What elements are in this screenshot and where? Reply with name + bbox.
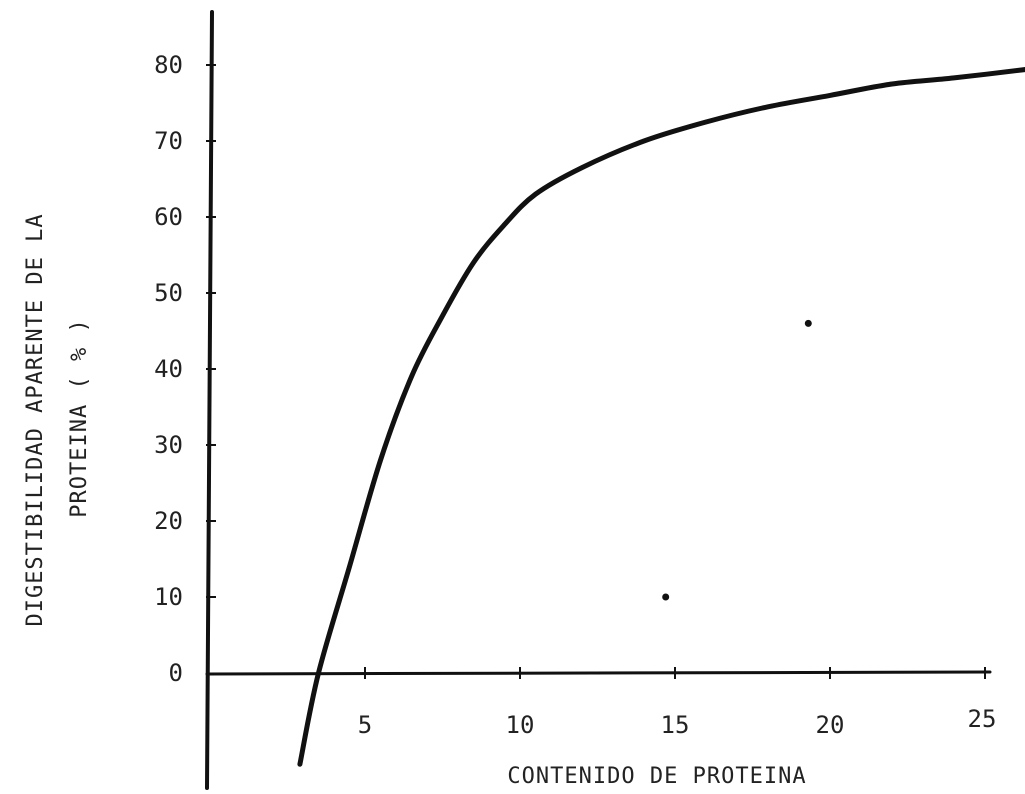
stray-point (804, 319, 812, 327)
x-tick-label: 20 (816, 711, 845, 739)
y-tick-label: 60 (154, 203, 183, 231)
y-axis-title-line-1: DIGESTIBILIDAD APARENTE DE LA (23, 213, 48, 626)
y-tick-label: 40 (154, 355, 183, 383)
tick-labels: 5 10 15 20 25 0 10 20 30 40 50 60 70 80 (154, 51, 996, 739)
x-tick-label: 5 (358, 711, 372, 739)
series (297, 67, 1025, 767)
y-tick-label: 20 (154, 507, 183, 535)
x-tick-label: 15 (661, 711, 690, 739)
axes (205, 10, 992, 790)
y-tick-label: 50 (154, 279, 183, 307)
x-tick-label: 10 (506, 711, 535, 739)
y-tick-label: 30 (154, 431, 183, 459)
x-axis-title: CONTENIDO DE PROTEINA (507, 764, 806, 789)
y-tick-label: 70 (154, 127, 183, 155)
y-axis (205, 10, 214, 790)
x-axis (205, 670, 992, 676)
y-axis-title-line-2: PROTEINA ( % ) (67, 318, 92, 517)
tick-marks (206, 64, 986, 679)
y-tick-label: 10 (154, 583, 183, 611)
x-tick-label: 25 (968, 705, 997, 733)
y-tick-label: 0 (169, 659, 183, 687)
y-tick-label: 80 (154, 51, 183, 79)
digestibility-curve (297, 67, 1025, 767)
stray-point (662, 593, 670, 601)
stray-points (662, 319, 812, 601)
